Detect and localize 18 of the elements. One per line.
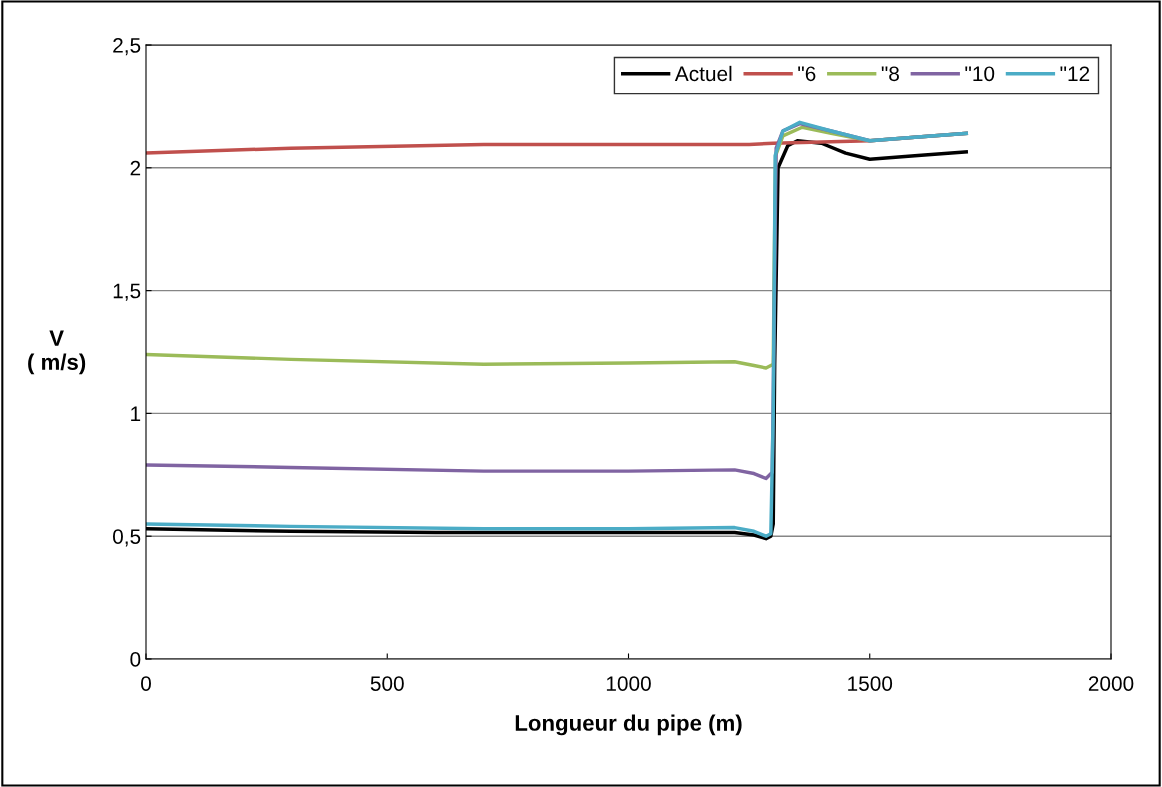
legend-label: "6 xyxy=(798,66,816,82)
x-tick-label: 0 xyxy=(141,676,151,691)
y-tick-label: 0 xyxy=(130,652,141,667)
legend-label: "10 xyxy=(965,66,995,82)
x-tick-label: 500 xyxy=(370,676,404,691)
x-tick-label: 2000 xyxy=(1088,676,1134,691)
x-axis-title: Longueur du pipe (m) xyxy=(515,714,742,736)
legend-label: "12 xyxy=(1060,66,1090,81)
y-tick-label: 1,5 xyxy=(113,283,141,301)
x-tick-label: 1500 xyxy=(848,676,893,691)
legend-label: "8 xyxy=(881,66,899,82)
y-tick-label: 0,5 xyxy=(112,529,141,547)
y-tick-label: 2,5 xyxy=(113,38,141,56)
y-tick-label: 1 xyxy=(131,406,141,421)
y-tick-label: 2 xyxy=(130,160,141,176)
x-tick-label: 1000 xyxy=(606,676,651,691)
legend-label: Actuel xyxy=(674,65,732,82)
y-axis-title: V ( m/s) xyxy=(28,330,86,375)
